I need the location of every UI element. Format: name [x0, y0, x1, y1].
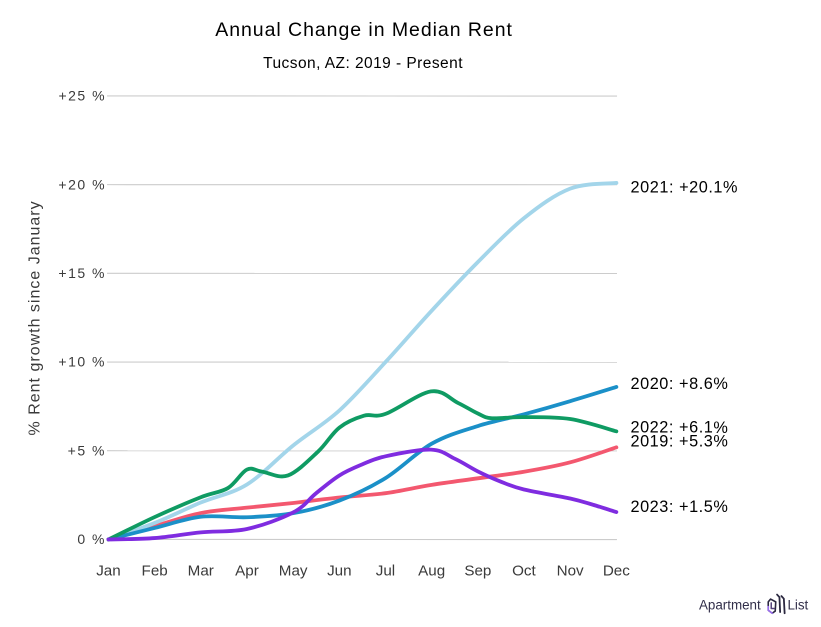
- svg-text:2023: +1.5%: 2023: +1.5%: [630, 498, 728, 516]
- svg-text:% Rent growth since January: % Rent growth since January: [26, 200, 43, 435]
- svg-text:Apr: Apr: [235, 562, 259, 579]
- svg-text:Oct: Oct: [512, 563, 536, 580]
- svg-text:+20 %: +20 %: [58, 176, 106, 192]
- svg-text:Jan: Jan: [96, 562, 121, 579]
- svg-text:+15 %: +15 %: [58, 265, 106, 281]
- svg-text:Sep: Sep: [464, 563, 491, 580]
- svg-text:Feb: Feb: [142, 562, 168, 579]
- svg-text:Annual Change in Median Rent: Annual Change in Median Rent: [215, 19, 513, 41]
- svg-text:+25 %: +25 %: [58, 88, 106, 104]
- svg-text:Jul: Jul: [376, 562, 395, 579]
- svg-text:+10 %: +10 %: [58, 354, 106, 370]
- svg-text:+5 %: +5 %: [68, 442, 106, 458]
- svg-text:Tucson, AZ: 2019 - Present: Tucson, AZ: 2019 - Present: [263, 55, 463, 72]
- svg-text:2019: +5.3%: 2019: +5.3%: [630, 432, 728, 450]
- svg-text:Nov: Nov: [557, 563, 584, 580]
- svg-text:May: May: [279, 562, 308, 579]
- svg-text:Mar: Mar: [188, 562, 214, 579]
- svg-text:2020: +8.6%: 2020: +8.6%: [630, 375, 728, 393]
- svg-text:Jun: Jun: [327, 562, 352, 579]
- svg-text:Apartment: Apartment: [699, 597, 761, 612]
- svg-text:Aug: Aug: [418, 563, 445, 580]
- svg-text:2021: +20.1%: 2021: +20.1%: [631, 179, 739, 197]
- svg-text:0 %: 0 %: [77, 531, 106, 547]
- svg-text:Dec: Dec: [603, 563, 630, 580]
- svg-text:List: List: [787, 597, 808, 612]
